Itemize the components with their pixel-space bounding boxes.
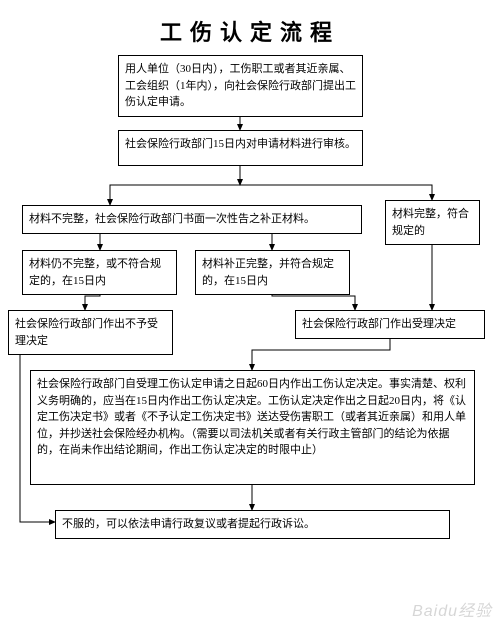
- page-title: 工伤认定流程: [0, 0, 500, 57]
- flow-node: 社会保险行政部门15日内对申请材料进行审核。: [118, 130, 363, 166]
- flow-node: 用人单位（30日内），工伤职工或者其近亲属、工会组织（1年内），向社会保险行政部…: [118, 55, 363, 117]
- flow-node: 材料不完整，社会保险行政部门书面一次性告之补正材料。: [22, 205, 362, 234]
- flow-node: 材料仍不完整，或不符合规定的，在15日内: [22, 250, 177, 295]
- flow-node: 社会保险行政部门自受理工伤认定申请之日起60日内作出工伤认定决定。事实清楚、权利…: [30, 370, 475, 485]
- watermark: Baidu经验: [412, 597, 492, 621]
- flow-node: 不服的，可以依法申请行政复议或者提起行政诉讼。: [55, 510, 450, 539]
- flow-edge: [110, 185, 240, 205]
- flow-node: 材料完整，符合规定的: [385, 200, 480, 245]
- flow-edge: [240, 185, 432, 200]
- flow-node: 材料补正完整，并符合规定的，在15日内: [195, 250, 350, 295]
- flow-node: 社会保险行政部门作出受理决定: [295, 310, 485, 339]
- flow-node: 社会保险行政部门作出不予受理决定: [8, 310, 173, 355]
